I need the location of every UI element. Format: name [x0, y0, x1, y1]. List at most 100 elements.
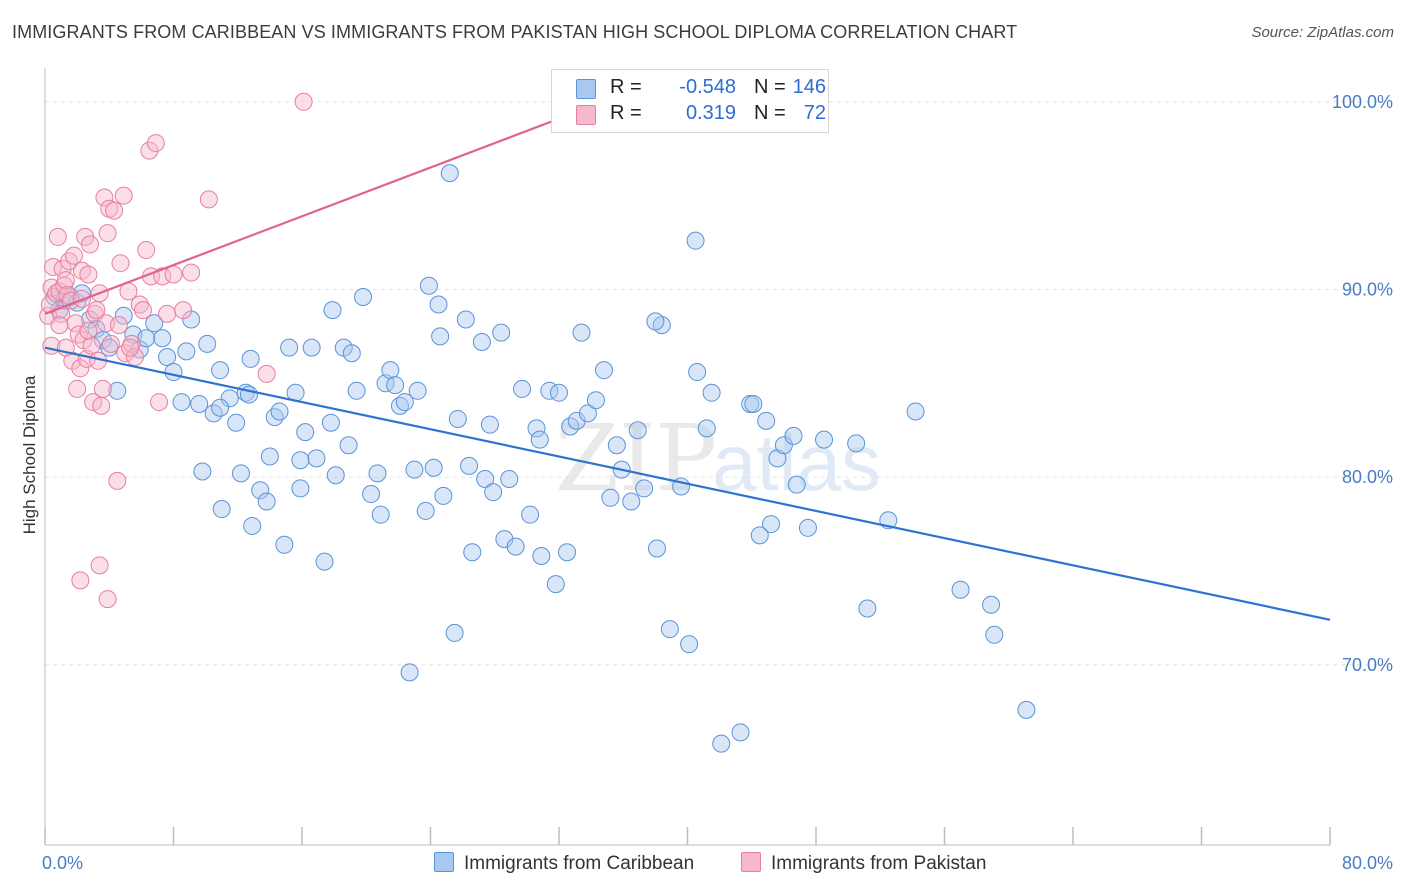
caribbean-point [784, 426, 803, 445]
pakistan-point [71, 359, 90, 378]
caribbean-point [660, 620, 679, 639]
caribbean-point [712, 734, 731, 753]
pakistan-legend-swatch [741, 852, 761, 872]
caribbean-point [241, 349, 260, 368]
caribbean-trend-line [44, 346, 1331, 621]
caribbean-point [472, 333, 491, 352]
caribbean-point [546, 575, 565, 594]
caribbean-point [145, 314, 164, 333]
pakistan-point [90, 556, 109, 575]
series-caribbean-points [45, 164, 1036, 753]
caribbean-point [291, 451, 310, 470]
caribbean-point [381, 361, 400, 380]
caribbean-point [686, 231, 705, 250]
caribbean-point [291, 479, 310, 498]
n-label: N = [754, 76, 786, 98]
pakistan-point [95, 188, 114, 207]
gridlines [45, 101, 1390, 666]
caribbean-point [906, 402, 925, 421]
caribbean-point [688, 363, 707, 382]
x-tick-labels: 0.0% 80.0% [42, 853, 1393, 873]
caribbean-point [408, 381, 427, 400]
caribbean-point [227, 413, 246, 432]
caribbean-point [434, 486, 453, 505]
caribbean-point [257, 492, 276, 511]
series-pakistan-points [39, 92, 313, 609]
caribbean-point [302, 338, 321, 357]
caribbean-point [847, 434, 866, 453]
pakistan-point [105, 201, 124, 220]
caribbean-point [572, 323, 591, 342]
correlation-legend: R = -0.548 N = 146 R = 0.319 N = 72 [551, 69, 829, 133]
caribbean-point [586, 391, 605, 410]
caribbean-point [114, 306, 133, 325]
caribbean-point [798, 518, 817, 537]
caribbean-point [815, 430, 834, 449]
caribbean-point [495, 530, 514, 549]
caribbean-point [321, 413, 340, 432]
caribbean-point [342, 344, 361, 363]
pakistan-point [146, 134, 165, 153]
caribbean-point [567, 411, 586, 430]
caribbean-point [460, 456, 479, 475]
caribbean-point [164, 363, 183, 382]
caribbean-point [744, 394, 763, 413]
pakistan-point [158, 304, 177, 323]
pakistan-point [79, 321, 98, 340]
caribbean-point [680, 635, 699, 654]
caribbean-point [400, 663, 419, 682]
caribbean-point [315, 552, 334, 571]
pakistan-point [121, 338, 140, 357]
pakistan-point [150, 393, 169, 412]
caribbean-point [212, 500, 231, 519]
caribbean-point [445, 623, 464, 642]
caribbean-point [484, 483, 503, 502]
caribbean-point [647, 539, 666, 558]
caribbean-point [108, 381, 127, 400]
caribbean-point [628, 421, 647, 440]
caribbean-point [594, 361, 613, 380]
legend-item-pakistan: Immigrants from Pakistan [741, 852, 986, 875]
caribbean-point [550, 383, 568, 402]
pakistan-point [101, 334, 120, 353]
caribbean-point [440, 164, 459, 183]
caribbean-point [985, 625, 1004, 644]
caribbean-legend-label: Immigrants from Caribbean [464, 853, 695, 874]
caribbean-point [492, 323, 511, 342]
caribbean-point [416, 501, 435, 520]
caribbean-point [521, 505, 540, 524]
caribbean-point [530, 430, 549, 449]
caribbean-point [326, 466, 345, 485]
pakistan-point [140, 141, 159, 160]
pakistan-point [98, 224, 117, 243]
pakistan-point [294, 92, 313, 111]
pakistan-point [80, 235, 99, 254]
caribbean-legend-swatch [434, 852, 454, 872]
caribbean-point [211, 398, 230, 417]
caribbean-point [982, 595, 1001, 614]
caribbean-point [697, 419, 716, 438]
pakistan-point [56, 271, 75, 290]
trend-lines [44, 93, 1331, 621]
watermark-atlas: atlas [712, 418, 881, 507]
caribbean-point [601, 488, 620, 507]
caribbean-point [646, 312, 665, 331]
caribbean-point [362, 485, 381, 504]
pakistan-point [48, 227, 67, 246]
axes [44, 68, 1331, 846]
caribbean-point [500, 470, 519, 489]
n-value: 146 [792, 76, 826, 98]
caribbean-point [527, 419, 546, 438]
y-tick-labels: 70.0% 80.0% 90.0% 100.0% [1332, 92, 1393, 675]
caribbean-point [307, 449, 326, 468]
caribbean-point [463, 543, 482, 562]
caribbean-point [193, 462, 212, 481]
pakistan-point [98, 590, 117, 609]
pakistan-point [93, 379, 112, 398]
pakistan-legend-label: Immigrants from Pakistan [771, 853, 987, 874]
caribbean-point [607, 436, 626, 455]
pakistan-point [111, 254, 130, 273]
caribbean-point [419, 276, 438, 295]
caribbean-point [158, 348, 177, 367]
